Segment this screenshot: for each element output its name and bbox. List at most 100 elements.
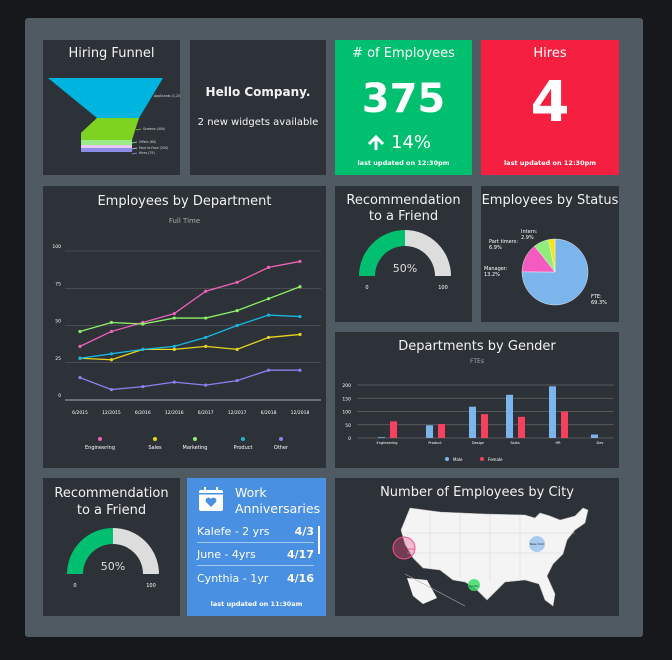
hiring-funnel-widget[interactable]: Hiring Funnel Applicants (1,200) Screens … <box>43 40 180 175</box>
anniversary-item: June - 4yrs 4/17 <box>197 544 314 566</box>
employees-count-widget[interactable]: # of Employees 375 14% last updated on 1… <box>335 40 472 175</box>
work-anniversaries-widget[interactable]: Work Anniversaries Kalefe - 2 yrs 4/3 June… <box>187 478 326 616</box>
employees-by-city-widget[interactable]: Number of Employees by City San Francisc… <box>335 478 619 616</box>
employees-by-status-widget[interactable]: Employees by Status FTE: 69.3% Manager: 13.… <box>481 186 619 322</box>
data-point <box>172 311 176 316</box>
data-point <box>78 376 82 380</box>
gauge-max: 100 <box>438 285 448 291</box>
legend-marker <box>445 457 449 461</box>
x-tick-label: 6/2015 <box>72 410 88 416</box>
bar-male <box>469 406 476 438</box>
svg-text:New York: New York <box>530 542 544 546</box>
legend-marker <box>241 437 245 441</box>
last-updated: last updated on 12:30pm <box>357 159 450 167</box>
widget-title: Hiring Funnel <box>68 46 155 61</box>
series-line-product <box>79 314 301 359</box>
funnel-stage <box>81 145 132 148</box>
map-marker-san-francisco[interactable]: San Francisco <box>392 536 416 560</box>
data-point <box>266 335 271 340</box>
funnel-stage <box>48 78 163 118</box>
us-mainland-shape <box>400 507 589 607</box>
legend-label: Female <box>488 457 503 462</box>
hello-title: Hello Company. <box>205 85 311 99</box>
calendar-heart-icon <box>199 487 223 511</box>
bar-female <box>561 411 568 438</box>
data-point <box>298 285 302 289</box>
data-point <box>109 320 114 325</box>
legend-label: Other <box>274 445 289 451</box>
data-point <box>235 347 239 351</box>
gauge-max: 100 <box>146 583 156 589</box>
pie-chart: FTE:69.3% Manager:13.2% Part timers:6.9% In… <box>484 229 607 306</box>
pie-label-name: FTE: <box>591 294 602 300</box>
widget-title: Departments by Gender <box>398 339 556 354</box>
data-point <box>298 332 302 337</box>
series-line-marketing <box>79 286 301 333</box>
alaska-shape <box>407 578 437 604</box>
widget-title: Employees by Department <box>97 194 272 209</box>
us-map: San Francisco Austin New York <box>392 507 589 607</box>
bar-male <box>378 437 385 438</box>
chart-subtitle: FTEs <box>470 358 484 365</box>
recommendation-widget-2[interactable]: Recommendation to a Friend 50% 0 100 <box>43 478 180 616</box>
data-point <box>235 309 239 313</box>
gauge-fill <box>67 528 113 574</box>
funnel-label: Applicants (1,200) <box>154 94 180 98</box>
legend-label: Marketing <box>183 445 208 451</box>
last-updated: last updated on 11:30am <box>210 600 303 608</box>
data-point <box>298 259 302 264</box>
pie-label-value: 6.9% <box>489 245 502 251</box>
funnel-leader <box>146 95 153 98</box>
legend-marker <box>98 437 102 441</box>
funnel-stage <box>81 118 139 140</box>
data-point <box>172 347 176 351</box>
data-point <box>266 313 271 317</box>
widget-title: Number of Employees by City <box>380 485 574 500</box>
y-tick-label: 0 <box>348 436 351 442</box>
gauge-min: 0 <box>365 285 368 291</box>
recommendation-widget[interactable]: Recommendation to a Friend 50% 0 100 <box>335 186 472 322</box>
gauge-min: 0 <box>73 583 76 589</box>
funnel-label: Screens (400) <box>143 127 165 131</box>
data-point <box>235 323 239 328</box>
widget-title: Employees by Status <box>481 193 619 208</box>
x-tick-label: 6/2017 <box>198 410 214 416</box>
gauge-fill <box>359 230 405 276</box>
hello-widget: Hello Company. 2 new widgets available <box>190 40 326 175</box>
gauge-chart: 50% 0 100 <box>359 230 451 291</box>
map-marker-austin[interactable]: Austin <box>468 579 480 591</box>
bar-female <box>481 414 488 438</box>
funnel-label: Offers (60) <box>139 140 156 144</box>
series-line-engineering <box>79 260 301 347</box>
bar-chart: 0 50 100 150 200 Engineering Product Design Sale… <box>342 383 614 462</box>
x-tick-label: 6/2016 <box>135 410 151 416</box>
data-point <box>172 316 176 320</box>
widget-title: # of Employees <box>352 46 455 61</box>
data-point <box>266 297 271 301</box>
data-point <box>78 344 82 348</box>
data-point <box>109 387 114 392</box>
departments-by-gender-widget[interactable]: Departments by Gender FTEs 0 50 100 150 200 E… <box>335 332 619 468</box>
pie-label-value: 69.3% <box>591 300 607 306</box>
legend-label: Engineering <box>85 445 115 451</box>
scrollbar[interactable] <box>318 526 320 554</box>
gauge-value: 50% <box>393 262 417 275</box>
employee-change: 14% <box>367 132 431 153</box>
widget-title: Recommendation to a Friend <box>346 193 461 224</box>
chart-subtitle: Full Time <box>168 217 201 225</box>
employees-by-department-widget[interactable]: Employees by Department Full Time 0 25 50 7… <box>43 186 326 468</box>
funnel-label: Face to Face (200) <box>139 146 168 150</box>
svg-text:San Francisco: San Francisco <box>394 547 415 551</box>
funnel-leader <box>131 147 138 150</box>
data-point <box>266 265 271 269</box>
x-tick-label: Product <box>428 441 442 445</box>
hires-widget[interactable]: Hires 4 last updated on 12:30pm <box>481 40 619 175</box>
map-marker-new-york[interactable]: New York <box>529 536 545 552</box>
data-point <box>298 314 302 319</box>
data-point <box>172 380 176 384</box>
y-tick-label: 50 <box>55 319 61 325</box>
x-tick-label: Design <box>472 441 484 445</box>
x-tick-label: 6/2018 <box>261 410 277 416</box>
funnel-leader <box>135 128 142 131</box>
anniversary-item: Cynthia - 1yr 4/16 <box>197 571 314 585</box>
